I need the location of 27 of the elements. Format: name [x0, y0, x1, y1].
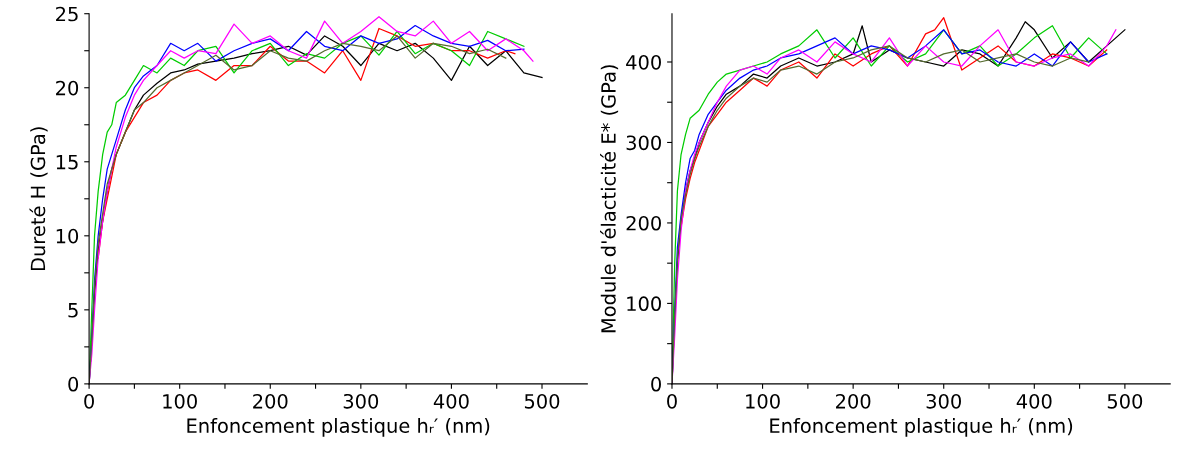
x-tick-label: 0	[84, 393, 94, 409]
x-tick-label: 400	[433, 393, 469, 409]
x-tick-label: 400	[1016, 393, 1052, 409]
x-tick-label: 0	[667, 393, 677, 409]
y-tick-label: 25	[56, 6, 78, 22]
x-tick-label: 100	[746, 393, 780, 409]
y-axis-title: Module d'élacticité E* (GPa)	[600, 65, 619, 333]
y-tick-label: 20	[56, 80, 79, 96]
x-tick-label: 300	[926, 393, 961, 409]
y-tick-label: 300	[626, 135, 661, 151]
x-axis-title: Enfoncement plastique hᵣ′ (nm)	[187, 417, 490, 437]
y-tick-label: 200	[626, 215, 661, 231]
x-tick-label: 500	[524, 393, 560, 409]
x-tick-label: 500	[1107, 393, 1143, 409]
x-axis-title: Enfoncement plastique hᵣ′ (nm)	[770, 417, 1073, 437]
x-tick-label: 200	[253, 393, 288, 409]
y-tick-label: 0	[68, 376, 79, 392]
y-tick-label: 0	[651, 376, 661, 392]
x-tick-label: 100	[163, 393, 197, 409]
x-tick-label: 300	[343, 393, 379, 409]
y-axis-title: Dureté H (GPa)	[29, 127, 48, 271]
y-tick-label: 10	[56, 228, 79, 244]
y-tick-label: 5	[68, 303, 78, 318]
x-tick-label: 200	[836, 393, 871, 409]
y-tick-label: 100	[627, 296, 661, 312]
y-tick-label: 400	[626, 54, 661, 70]
y-tick-label: 15	[56, 154, 78, 170]
